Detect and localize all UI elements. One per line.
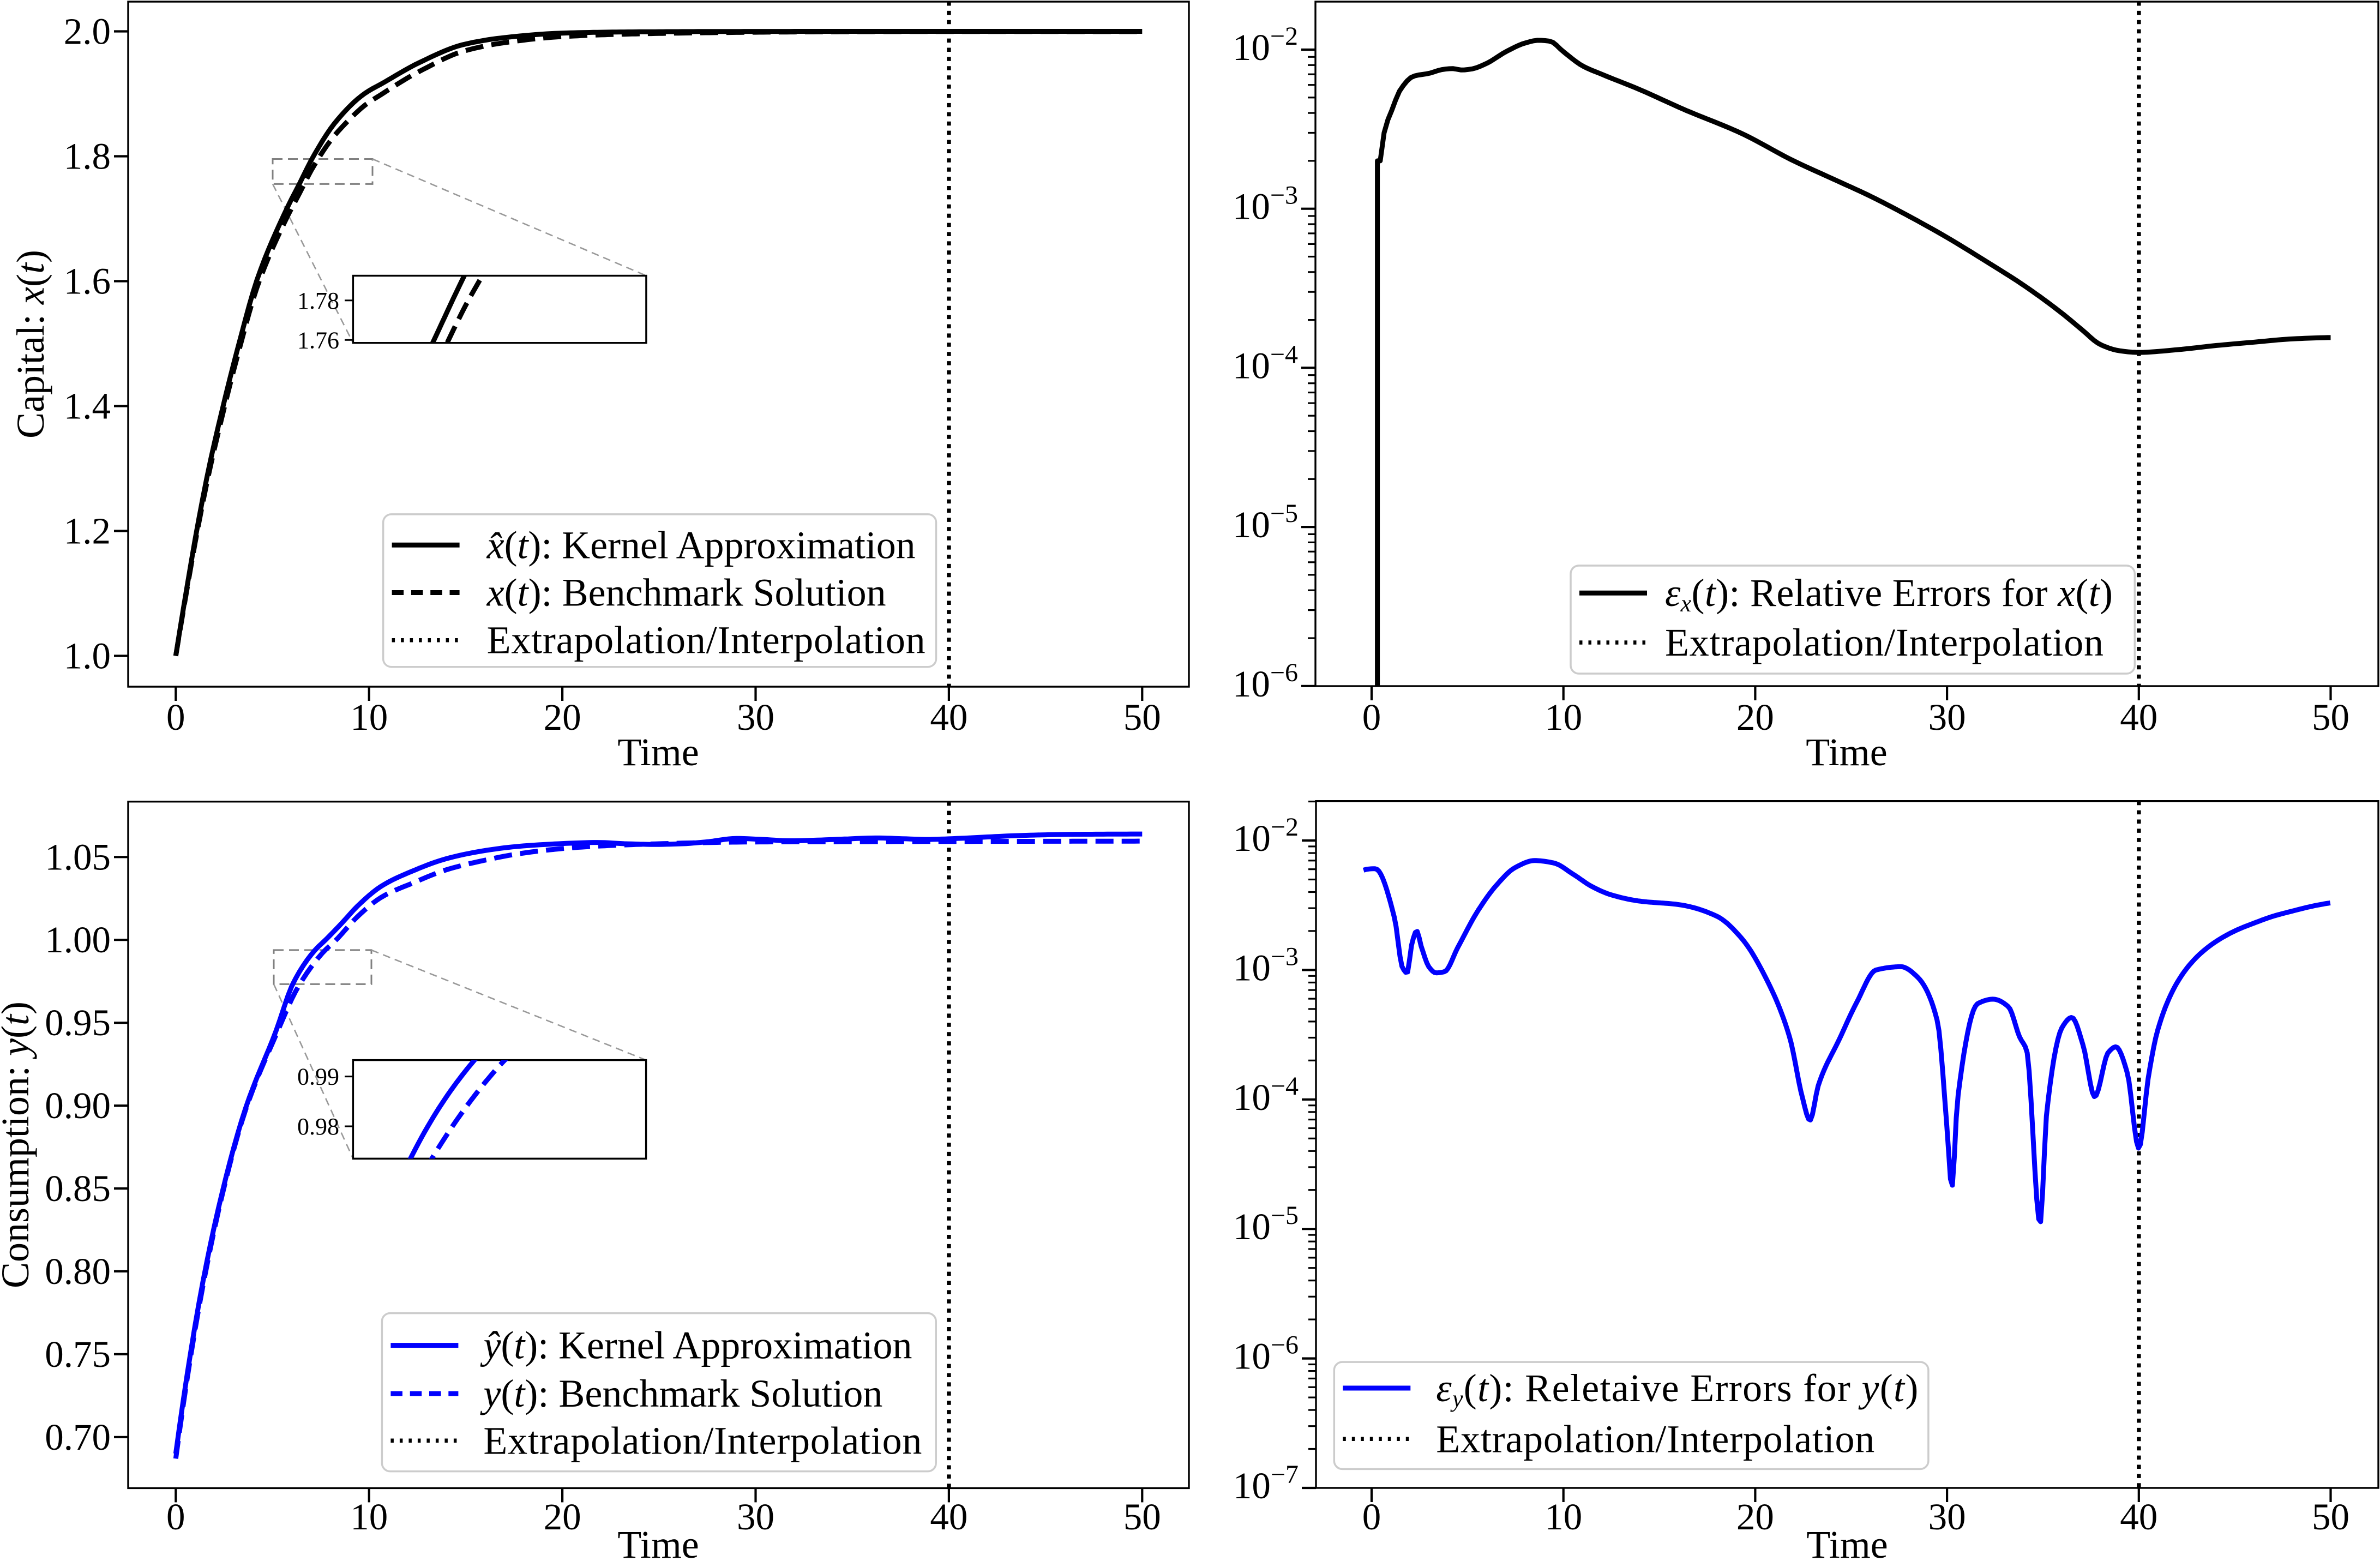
svg-text:10−6: 10−6 — [1233, 658, 1298, 705]
svg-text:1.05: 1.05 — [45, 836, 111, 878]
svg-text:10: 10 — [350, 1496, 388, 1538]
svg-text:0.80: 0.80 — [45, 1251, 111, 1292]
svg-text:30: 30 — [1928, 697, 1966, 738]
svg-text:1.6: 1.6 — [64, 261, 111, 302]
svg-text:Extrapolation/Interpolation: Extrapolation/Interpolation — [487, 619, 925, 662]
svg-text:ŷ(t): Kernel Approximation: ŷ(t): Kernel Approximation — [479, 1324, 912, 1367]
svg-text:1.0: 1.0 — [64, 635, 111, 677]
svg-text:10: 10 — [350, 697, 388, 738]
svg-text:0: 0 — [1362, 1496, 1381, 1538]
svg-text:10−2: 10−2 — [1233, 813, 1299, 859]
svg-text:0: 0 — [1362, 697, 1381, 738]
svg-text:20: 20 — [544, 697, 581, 738]
svg-text:1.78: 1.78 — [297, 287, 339, 314]
svg-text:20: 20 — [1736, 1496, 1774, 1538]
svg-text:30: 30 — [737, 697, 774, 738]
svg-text:Time: Time — [1806, 1523, 1888, 1566]
svg-text:Extrapolation/Interpolation: Extrapolation/Interpolation — [1665, 621, 2103, 664]
svg-text:0.85: 0.85 — [45, 1168, 111, 1209]
svg-text:0.98: 0.98 — [297, 1113, 339, 1140]
svg-text:Extrapolation/Interpolation: Extrapolation/Interpolation — [1436, 1417, 1874, 1461]
svg-text:0: 0 — [166, 1496, 185, 1538]
svg-text:50: 50 — [1123, 697, 1161, 738]
svg-text:10: 10 — [1544, 697, 1582, 738]
svg-text:0.75: 0.75 — [45, 1334, 111, 1375]
svg-text:30: 30 — [1928, 1496, 1966, 1538]
svg-text:Time: Time — [617, 1523, 699, 1566]
svg-text:0.90: 0.90 — [45, 1085, 111, 1126]
svg-text:Extrapolation/Interpolation: Extrapolation/Interpolation — [483, 1419, 922, 1462]
svg-text:40: 40 — [930, 1496, 967, 1538]
svg-text:10−5: 10−5 — [1233, 1201, 1299, 1247]
svg-text:1.76: 1.76 — [297, 327, 339, 353]
svg-text:0: 0 — [166, 697, 185, 738]
svg-text:y(t): Benchmark Solution: y(t): Benchmark Solution — [479, 1372, 882, 1415]
svg-text:Time: Time — [617, 730, 699, 774]
svg-text:1.00: 1.00 — [45, 919, 111, 960]
svg-text:1.2: 1.2 — [64, 511, 111, 552]
svg-text:εx(t): Relative Errors for x(t: εx(t): Relative Errors for x(t) — [1665, 571, 2113, 617]
svg-text:20: 20 — [1736, 697, 1774, 738]
svg-text:x(t): Benchmark Solution: x(t): Benchmark Solution — [486, 571, 886, 615]
svg-text:0.95: 0.95 — [45, 1002, 111, 1043]
svg-text:Time: Time — [1806, 730, 1887, 774]
svg-text:εy(t): Reletaive Errors for y(: εy(t): Reletaive Errors for y(t) — [1436, 1366, 1918, 1412]
svg-text:Capital: x(t): Capital: x(t) — [9, 250, 52, 439]
svg-text:2.0: 2.0 — [64, 11, 111, 52]
svg-text:0.70: 0.70 — [45, 1416, 111, 1458]
svg-text:1.4: 1.4 — [64, 386, 111, 427]
svg-text:1.8: 1.8 — [64, 136, 111, 177]
svg-text:40: 40 — [2120, 1496, 2157, 1538]
svg-text:40: 40 — [930, 697, 967, 738]
svg-text:40: 40 — [2120, 697, 2157, 738]
svg-text:0.99: 0.99 — [297, 1064, 339, 1090]
svg-text:50: 50 — [2312, 1496, 2349, 1538]
svg-text:50: 50 — [2312, 697, 2349, 738]
svg-text:20: 20 — [544, 1496, 581, 1538]
svg-text:50: 50 — [1123, 1496, 1161, 1538]
svg-text:10: 10 — [1544, 1496, 1582, 1538]
svg-text:30: 30 — [737, 1496, 774, 1538]
svg-text:Consumption: y(t): Consumption: y(t) — [0, 1001, 37, 1288]
svg-text:x̂(t): Kernel Approximation: x̂(t): Kernel Approximation — [486, 523, 916, 567]
svg-text:10−2: 10−2 — [1233, 22, 1298, 68]
